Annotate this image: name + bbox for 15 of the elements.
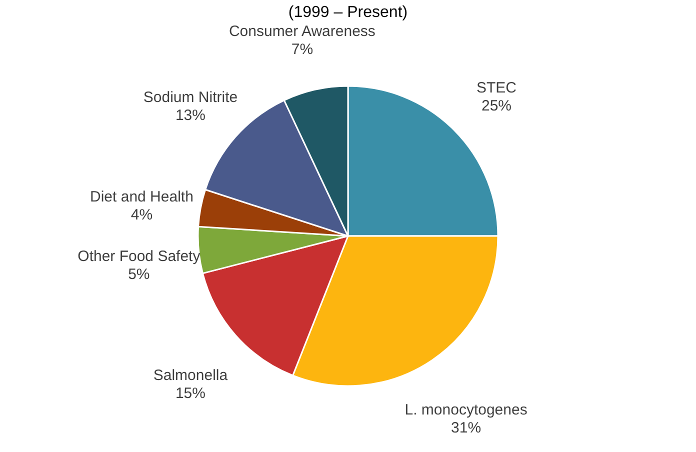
data-label: 13% <box>175 107 206 124</box>
data-label: 25% <box>481 98 512 115</box>
data-label: 5% <box>128 266 150 283</box>
data-label: 31% <box>451 420 482 437</box>
slice-label: Salmonella <box>153 366 228 384</box>
chart-subtitle: (1999 – Present) <box>288 4 408 22</box>
slice-label: Diet and Health <box>90 188 194 206</box>
data-label: 7% <box>291 41 314 58</box>
slice-label: L. monocytogenes <box>404 402 528 419</box>
slice-label: Sodium Nitrite <box>143 89 238 106</box>
data-label: 15% <box>175 384 206 402</box>
data-label: 4% <box>130 206 153 224</box>
slice-label: Other Food Safety <box>78 248 201 265</box>
slice-label: Consumer Awareness <box>228 23 376 40</box>
slice-label: STEC <box>476 80 517 97</box>
